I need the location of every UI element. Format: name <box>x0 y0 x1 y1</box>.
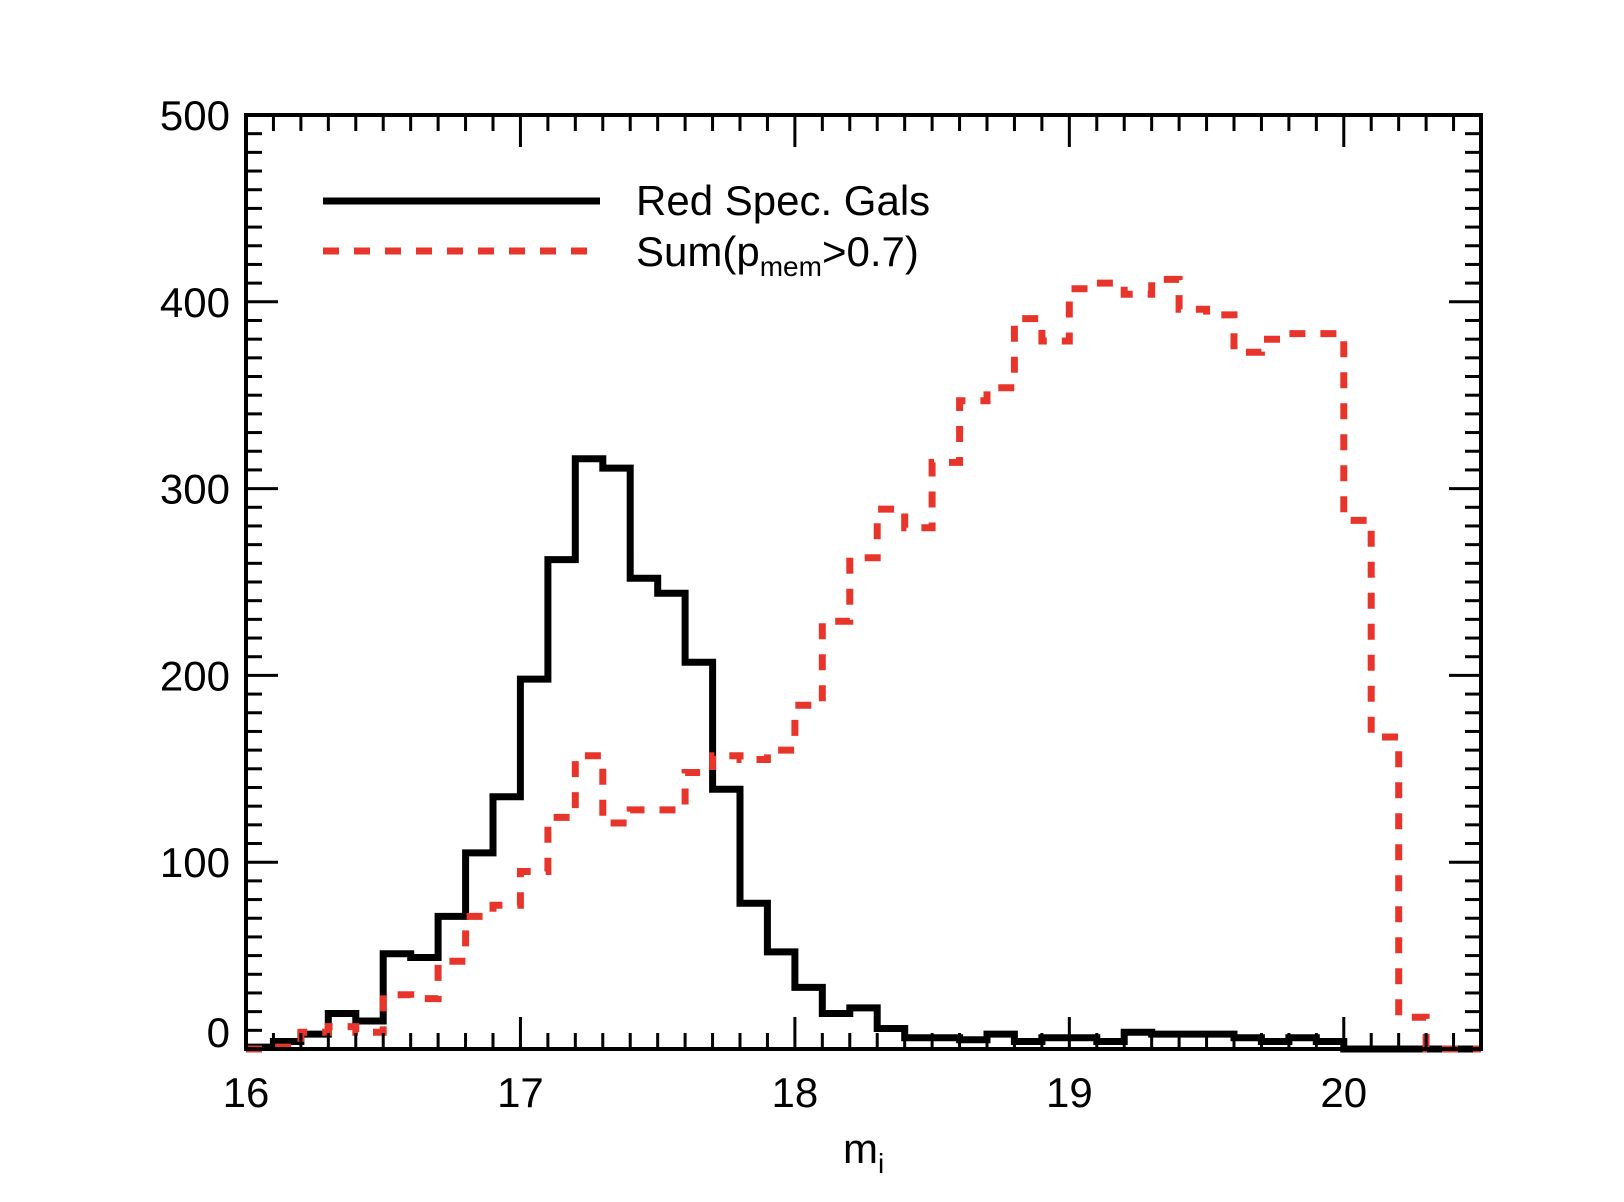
series-red-spec-gals <box>246 455 1481 1053</box>
y-tick-label: 300 <box>160 466 230 513</box>
x-tick-label: 16 <box>223 1069 270 1116</box>
histogram-series <box>246 275 1481 1053</box>
y-tick-label: 200 <box>160 652 230 699</box>
legend: Red Spec. Gals Sum(pmem>0.7) <box>323 177 930 282</box>
x-tick-label: 18 <box>772 1069 819 1116</box>
legend-label-sum-pmem: Sum(pmem>0.7) <box>636 228 919 282</box>
y-tick-label: 100 <box>160 839 230 886</box>
x-tick-label: 17 <box>497 1069 544 1116</box>
axis-ticks <box>244 113 1483 1051</box>
x-tick-label: 20 <box>1320 1069 1367 1116</box>
legend-label-red-spec-gals: Red Spec. Gals <box>636 177 930 224</box>
y-tick-label: 500 <box>160 92 230 139</box>
y-tick-label: 400 <box>160 279 230 326</box>
series-sum-pmem <box>246 275 1481 1053</box>
y-tick-label: 0 <box>207 1009 230 1056</box>
svg-text:mi: mi <box>843 1125 884 1179</box>
x-tick-label: 19 <box>1046 1069 1093 1116</box>
x-axis-title: mi <box>843 1125 884 1179</box>
